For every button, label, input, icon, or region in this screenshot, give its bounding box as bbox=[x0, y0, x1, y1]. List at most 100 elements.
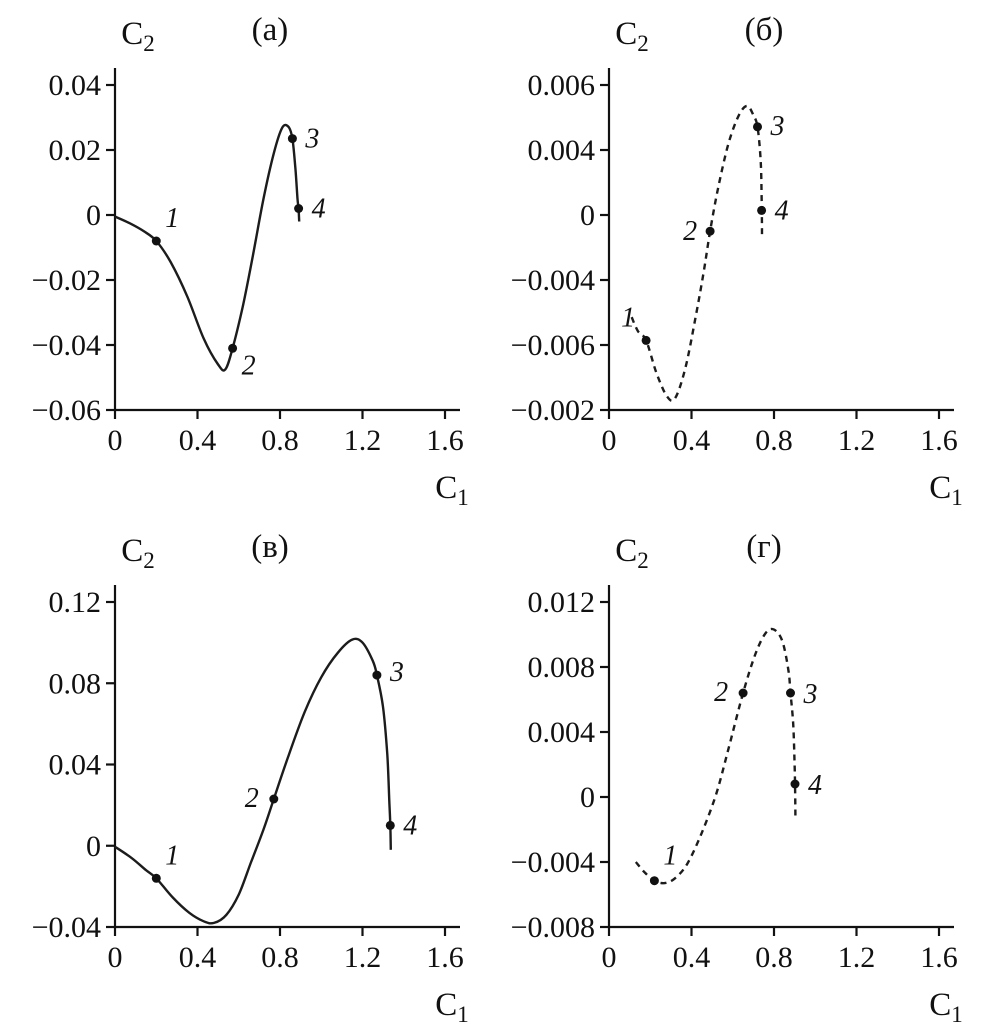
y-tick-label: −0.04 bbox=[32, 329, 101, 362]
x-axis-title: C1 bbox=[435, 470, 469, 510]
panel-g: 0.012 0.008 0.004 0 −0.004 −0.008 0 0.4 0.8 1.2 1.… bbox=[494, 517, 989, 1034]
y-tick-label: −0.004 bbox=[511, 846, 595, 879]
y-tick-label: −0.002 bbox=[511, 394, 595, 427]
y-axis-title: C2 bbox=[615, 16, 649, 56]
data-point-1 bbox=[649, 876, 659, 886]
point-label-2: 2 bbox=[683, 216, 697, 247]
data-curve bbox=[634, 627, 797, 885]
panel-title: (г) bbox=[746, 529, 782, 565]
y-tick-label: −0.04 bbox=[32, 911, 101, 944]
chart-panel-a: 0.040.020−0.02−0.04−0.060 0.4 0.8 1.2 1.6(а)… bbox=[32, 12, 469, 510]
x-tick-label: 0.4 bbox=[179, 424, 217, 457]
x-tick-label: 0.8 bbox=[755, 941, 793, 974]
y-tick-label: −0.06 bbox=[32, 394, 101, 427]
x-tick-label: 1.2 bbox=[344, 424, 382, 457]
data-point-3 bbox=[372, 670, 382, 680]
point-label-1: 1 bbox=[165, 203, 179, 234]
data-curve bbox=[114, 123, 301, 372]
data-point-1 bbox=[641, 335, 651, 345]
y-tick-label: 0 bbox=[580, 781, 595, 814]
data-point-4 bbox=[757, 205, 767, 215]
y-tick-label: 0.04 bbox=[49, 69, 102, 102]
y-tick-label: 0 bbox=[86, 830, 101, 863]
data-curve bbox=[630, 104, 764, 402]
data-point-2 bbox=[738, 688, 748, 698]
point-label-3: 3 bbox=[770, 111, 785, 142]
panel-a: 0.04 0.02 0 −0.02 −0.04 −0.06 0 0.4 0.8 1.2 1.6 (а)… bbox=[0, 0, 494, 517]
x-tick-label: 0.8 bbox=[755, 424, 793, 457]
chart-panel-v: 0.120.080.040−0.040 0.4 0.8 1.2 1.6(в)C2C112… bbox=[32, 529, 469, 1027]
x-tick-label: 0 bbox=[108, 424, 123, 457]
y-tick-label: −0.004 bbox=[511, 264, 595, 297]
x-tick-label: 1.6 bbox=[426, 941, 464, 974]
data-point-1 bbox=[151, 873, 161, 883]
x-tick-label: 1.6 bbox=[920, 941, 958, 974]
panel-b: 0.006 0.004 0 −0.004 −0.006 −0.002 0 0.4 0.8 1.2 1… bbox=[494, 0, 989, 517]
x-tick-label: 0.8 bbox=[261, 941, 299, 974]
panel-title: (в) bbox=[251, 529, 289, 565]
point-label-3: 3 bbox=[389, 657, 404, 688]
panel-title: (а) bbox=[252, 12, 289, 48]
y-tick-label: 0.012 bbox=[528, 586, 596, 619]
y-axis-title: C2 bbox=[121, 533, 155, 573]
point-label-4: 4 bbox=[808, 770, 822, 801]
x-tick-label: 0 bbox=[108, 941, 123, 974]
point-label-3: 3 bbox=[803, 679, 818, 710]
y-tick-label: 0.12 bbox=[49, 586, 102, 619]
data-point-1 bbox=[151, 236, 161, 246]
point-label-4: 4 bbox=[775, 195, 789, 226]
point-label-1: 1 bbox=[165, 840, 179, 871]
y-tick-label: 0 bbox=[86, 199, 101, 232]
point-label-4: 4 bbox=[312, 194, 326, 225]
x-tick-label: 1.2 bbox=[344, 941, 382, 974]
data-point-4 bbox=[790, 779, 800, 789]
data-point-3 bbox=[287, 134, 297, 144]
y-tick-label: 0.004 bbox=[528, 134, 596, 167]
x-tick-label: 0 bbox=[602, 424, 617, 457]
point-label-4: 4 bbox=[403, 810, 417, 841]
data-point-4 bbox=[294, 204, 304, 213]
x-tick-label: 1.6 bbox=[920, 424, 958, 457]
y-tick-label: −0.008 bbox=[511, 911, 595, 944]
y-tick-label: −0.006 bbox=[511, 329, 595, 362]
y-axis-title: C2 bbox=[121, 16, 155, 56]
x-tick-label: 0.8 bbox=[261, 424, 299, 457]
data-curve bbox=[114, 637, 392, 925]
x-tick-label: 0 bbox=[602, 941, 617, 974]
point-label-1: 1 bbox=[663, 841, 677, 872]
x-axis-title: C1 bbox=[929, 470, 963, 510]
y-tick-label: 0.04 bbox=[49, 749, 102, 782]
point-label-2: 2 bbox=[714, 677, 728, 708]
y-axis-title: C2 bbox=[615, 533, 649, 573]
y-tick-label: 0 bbox=[580, 199, 595, 232]
point-label-2: 2 bbox=[242, 350, 256, 381]
data-point-3 bbox=[786, 688, 795, 698]
x-tick-label: 0.4 bbox=[673, 941, 711, 974]
x-axis-title: C1 bbox=[435, 987, 469, 1027]
x-tick-label: 1.2 bbox=[838, 941, 876, 974]
x-tick-label: 0.4 bbox=[673, 424, 711, 457]
point-label-1: 1 bbox=[621, 302, 635, 333]
data-point-2 bbox=[269, 794, 279, 804]
panel-v: 0.12 0.08 0.04 0 −0.04 0 0.4 0.8 1.2 1.6 (в) C2 C1 1 2… bbox=[0, 517, 494, 1034]
y-tick-label: 0.008 bbox=[528, 651, 596, 684]
y-tick-label: 0.08 bbox=[49, 667, 102, 700]
y-tick-label: 0.006 bbox=[528, 69, 596, 102]
x-axis-title: C1 bbox=[929, 987, 963, 1027]
x-tick-label: 0.4 bbox=[179, 941, 217, 974]
point-label-3: 3 bbox=[304, 124, 319, 155]
data-point-3 bbox=[753, 122, 762, 132]
point-label-2: 2 bbox=[245, 783, 259, 814]
data-point-4 bbox=[385, 820, 395, 830]
y-tick-label: 0.02 bbox=[49, 134, 102, 167]
data-point-2 bbox=[705, 226, 715, 236]
data-point-2 bbox=[228, 343, 238, 353]
panel-title: (б) bbox=[745, 12, 784, 48]
y-tick-label: −0.02 bbox=[32, 264, 101, 297]
y-tick-label: 0.004 bbox=[528, 716, 596, 749]
x-tick-label: 1.2 bbox=[838, 424, 876, 457]
x-tick-label: 1.6 bbox=[426, 424, 464, 457]
